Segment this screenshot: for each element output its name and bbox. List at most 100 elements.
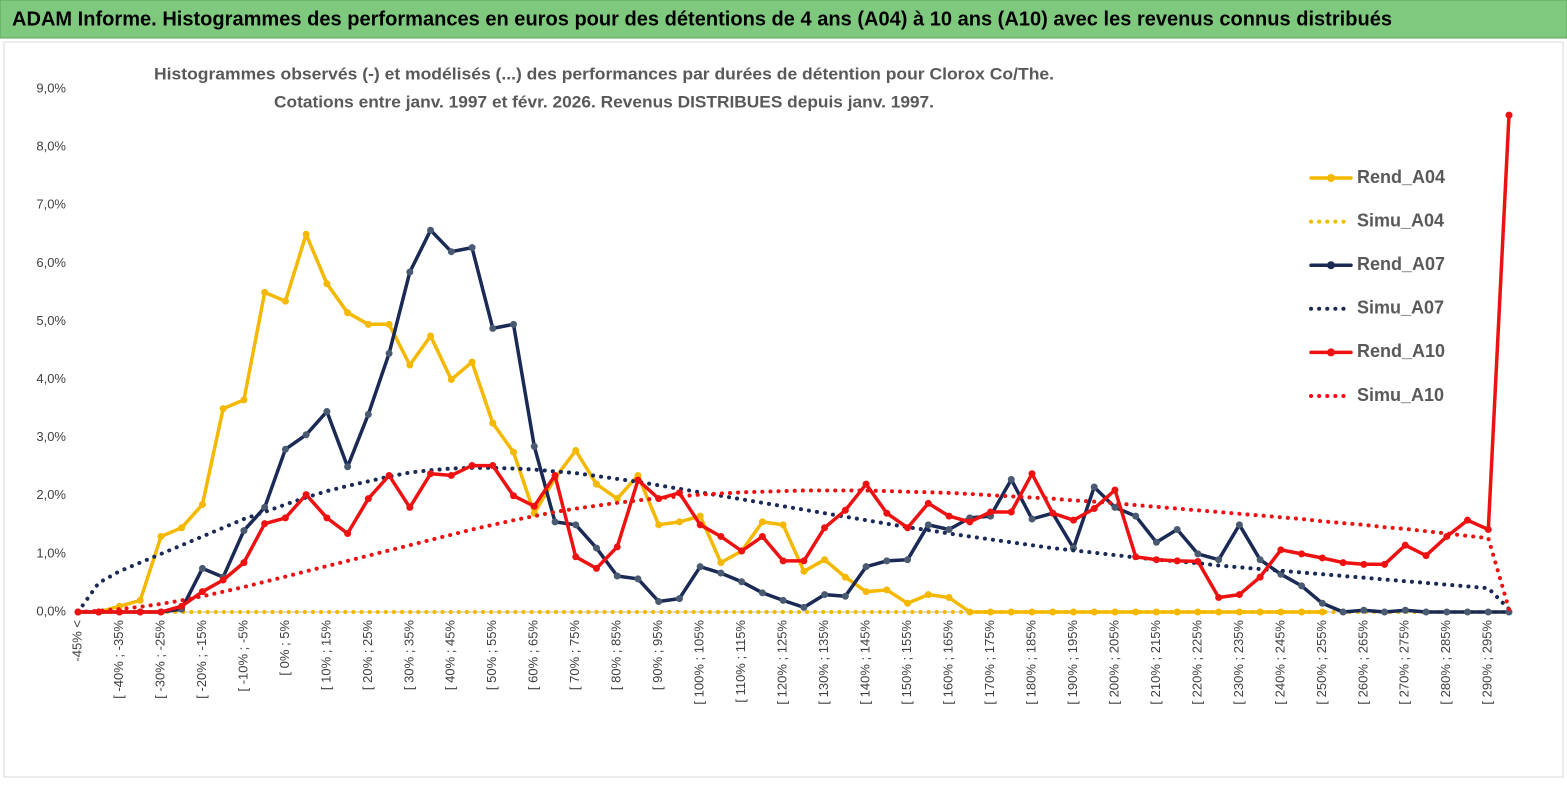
data-point [157, 608, 165, 616]
data-point [779, 521, 787, 529]
legend-label: Rend_A04 [1357, 167, 1445, 187]
x-tick-label: [ -40% ; -35% [111, 620, 126, 699]
data-point [779, 557, 787, 565]
data-point [551, 518, 559, 526]
data-point [572, 553, 580, 561]
series-line [76, 228, 1511, 614]
x-tick-label: [ 210% ; 215% [1148, 620, 1163, 705]
data-point [1090, 483, 1098, 491]
data-point [178, 602, 186, 610]
x-tick-label: [ 110% ; 115% [733, 620, 748, 703]
data-point [1484, 525, 1492, 533]
x-tick-label: [ 200% ; 205% [1106, 620, 1121, 705]
data-point [261, 288, 269, 296]
data-point [924, 521, 932, 529]
data-point [862, 563, 870, 571]
data-point [800, 603, 808, 611]
data-point [302, 431, 310, 439]
data-point [281, 514, 289, 522]
y-tick-label: 7,0% [36, 197, 66, 212]
data-point [883, 509, 891, 517]
data-point [945, 593, 953, 601]
data-point [281, 445, 289, 453]
data-point [364, 495, 372, 503]
x-tick-label: [ 90% ; 95% [650, 620, 665, 691]
data-point [489, 462, 497, 470]
data-point [157, 532, 165, 540]
data-point [1152, 538, 1160, 546]
x-tick-label: [ 100% ; 105% [692, 620, 707, 705]
data-point [717, 569, 725, 577]
x-tick-label: [ 240% ; 245% [1272, 620, 1287, 705]
data-point [675, 518, 683, 526]
data-point [1339, 608, 1347, 616]
data-point [447, 376, 455, 384]
x-tick-label: [ 10% ; 15% [318, 620, 333, 691]
data-point [178, 524, 186, 532]
data-point [1401, 606, 1409, 614]
data-point [758, 589, 766, 597]
data-point [1360, 560, 1368, 568]
x-tick-label: [ 180% ; 185% [1023, 620, 1038, 705]
x-tick-label: [ 30% ; 35% [401, 620, 416, 691]
legend-label: Simu_A04 [1357, 210, 1444, 230]
data-point [1318, 599, 1326, 607]
data-point [1111, 503, 1119, 511]
data-point [323, 408, 331, 416]
data-point [1235, 608, 1243, 616]
data-point [385, 471, 393, 479]
data-point [717, 559, 725, 567]
data-point [551, 471, 559, 479]
data-point [841, 573, 849, 581]
legend-label: Simu_A10 [1357, 385, 1444, 405]
data-point [1194, 557, 1202, 565]
data-point [198, 588, 206, 596]
data-point [966, 518, 974, 526]
data-point [530, 442, 538, 450]
data-point [261, 503, 269, 511]
data-point [613, 543, 621, 551]
data-point [323, 280, 331, 288]
y-tick-label: 9,0% [36, 80, 66, 95]
data-point [1194, 550, 1202, 558]
data-point [530, 502, 538, 510]
data-point [240, 396, 248, 404]
data-point [613, 572, 621, 580]
chart-subtitle: Cotations entre janv. 1997 et févr. 2026… [274, 92, 934, 111]
x-tick-label: [ 260% ; 265% [1355, 620, 1370, 705]
y-tick-label: 3,0% [36, 429, 66, 444]
data-point [261, 520, 269, 528]
data-point [1484, 608, 1492, 616]
legend-marker [1327, 261, 1335, 270]
data-point [696, 521, 704, 529]
data-point [1505, 608, 1513, 616]
data-point [1298, 582, 1306, 590]
x-tick-label: [ 150% ; 155% [899, 620, 914, 705]
data-point [904, 524, 912, 532]
legend-label: Rend_A10 [1357, 341, 1445, 361]
x-tick-label: [ 250% ; 255% [1314, 620, 1329, 705]
data-point [1132, 608, 1140, 616]
data-point [510, 448, 518, 456]
data-point [302, 491, 310, 499]
data-point [364, 410, 372, 418]
data-point [1360, 606, 1368, 614]
data-point [945, 512, 953, 520]
data-point [364, 320, 372, 328]
data-point [862, 588, 870, 596]
legend-marker [1327, 348, 1335, 357]
data-point [1049, 509, 1057, 517]
data-point [758, 518, 766, 526]
data-point [738, 547, 746, 555]
data-point [468, 244, 476, 252]
data-point [634, 575, 642, 583]
x-tick-label: [ 130% ; 135% [816, 620, 831, 705]
data-point [945, 525, 953, 533]
data-point [1422, 552, 1430, 560]
legend-label: Rend_A07 [1357, 254, 1445, 274]
data-point [883, 557, 891, 565]
x-tick-label: [ 230% ; 235% [1231, 620, 1246, 705]
legend-label: Simu_A07 [1357, 298, 1444, 318]
x-tick-label: [ 220% ; 225% [1189, 620, 1204, 705]
